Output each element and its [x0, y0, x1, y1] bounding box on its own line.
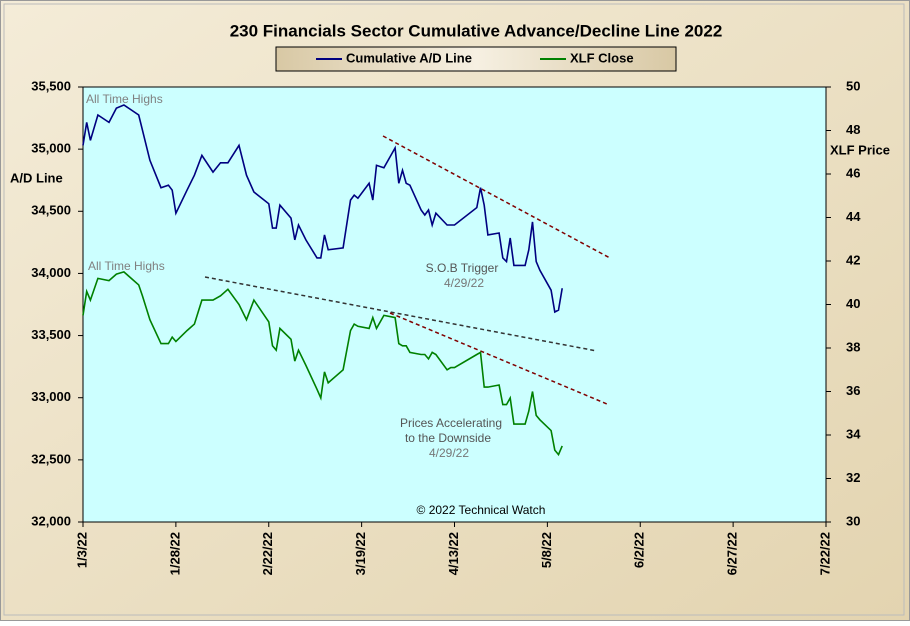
y-tick-label: 34,500: [31, 203, 71, 218]
y-tick-label: 33,000: [31, 389, 71, 404]
annotation: S.O.B Trigger: [426, 261, 499, 275]
series-line: [82, 104, 563, 314]
x-tick-label: 1/3/22: [74, 532, 89, 568]
y2-tick-label: 34: [846, 426, 861, 441]
x-tick-label: 6/27/22: [725, 532, 740, 575]
annotation: All Time Highs: [86, 92, 163, 106]
x-tick-label: 2/22/22: [260, 532, 275, 575]
y2-tick-label: 38: [846, 339, 860, 354]
x-tick-label: 5/8/22: [539, 532, 554, 568]
trend-line: [204, 276, 598, 352]
y-axis-label: A/D Line: [10, 170, 63, 185]
x-tick-label: 4/13/22: [446, 532, 461, 575]
y-tick-label: 33,500: [31, 327, 71, 342]
y-tick-label: 35,000: [31, 141, 71, 156]
annotation: Prices Accelerating: [400, 416, 502, 430]
y2-tick-label: 46: [846, 165, 860, 180]
legend-label: Cumulative A/D Line: [346, 50, 472, 65]
y2-tick-label: 40: [846, 296, 860, 311]
y2-tick-label: 36: [846, 383, 860, 398]
plot-area: [82, 86, 827, 523]
y-tick-label: 32,500: [31, 451, 71, 466]
y-tick-label: 34,000: [31, 265, 71, 280]
y2-axis-label: XLF Price: [830, 142, 890, 157]
y-tick-label: 32,000: [31, 513, 71, 528]
y2-tick-label: 50: [846, 78, 860, 93]
annotation: 4/29/22: [444, 276, 484, 290]
chart-title: 230 Financials Sector Cumulative Advance…: [230, 21, 723, 40]
annotation: All Time Highs: [88, 259, 165, 273]
annotation: © 2022 Technical Watch: [417, 503, 546, 517]
y2-tick-label: 42: [846, 252, 860, 267]
y2-tick-label: 30: [846, 513, 860, 528]
y2-tick-label: 32: [846, 470, 860, 485]
series-line: [82, 271, 563, 457]
x-tick-label: 1/28/22: [167, 532, 182, 575]
y-tick-label: 35,500: [31, 78, 71, 93]
y2-tick-label: 44: [846, 209, 861, 224]
y2-tick-label: 48: [846, 122, 860, 137]
x-tick-label: 6/2/22: [632, 532, 647, 568]
annotation: 4/29/22: [429, 446, 469, 460]
x-tick-label: 7/22/22: [817, 532, 832, 575]
frame: [3, 3, 905, 616]
annotation: to the Downside: [405, 431, 491, 445]
trend-line: [389, 312, 608, 405]
legend-label: XLF Close: [570, 50, 634, 65]
trend-line: [382, 135, 611, 259]
legend: [275, 46, 677, 72]
x-tick-label: 3/19/22: [353, 532, 368, 575]
